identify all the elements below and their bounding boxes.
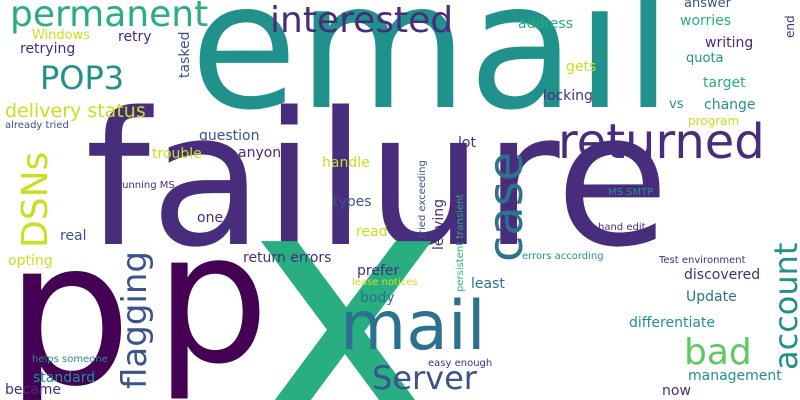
word-x: x xyxy=(245,112,447,400)
word-dsns: DSNs xyxy=(15,151,56,248)
word-end: end xyxy=(783,15,797,38)
word-errors-according: errors according xyxy=(522,251,604,262)
word-locking: locking xyxy=(543,88,593,104)
word-p-right: p xyxy=(155,195,270,400)
word-running-ms: running MS xyxy=(118,180,175,191)
word-discovered: discovered xyxy=(684,267,761,283)
word-pop3: POP3 xyxy=(40,59,125,97)
word-server: Server xyxy=(372,359,477,397)
word-p-left: p xyxy=(5,198,132,400)
word-change: change xyxy=(704,97,756,113)
word-already-tried: already tried xyxy=(5,120,69,131)
word-test-environment: Test environment xyxy=(659,255,746,266)
word-now: now xyxy=(662,383,691,399)
word-became: became xyxy=(5,382,62,398)
word-body: body xyxy=(360,290,395,306)
word-helps-someone: helps someone xyxy=(32,354,108,365)
word-easy-enough: easy enough xyxy=(428,358,493,369)
word-leaving: leaving xyxy=(431,198,447,250)
word-target: target xyxy=(703,75,746,91)
word-return-errors: return errors xyxy=(243,250,332,266)
word-update: Update xyxy=(686,289,737,305)
word-opting: opting xyxy=(8,253,53,269)
word-tasked: tasked xyxy=(177,31,193,78)
word-lease-notices: lease notices xyxy=(352,277,418,288)
word-question: question xyxy=(199,128,260,144)
word-handle: handle xyxy=(322,155,370,171)
word-gets: gets xyxy=(566,59,597,75)
word-read: read xyxy=(356,224,388,240)
word-returned: returned xyxy=(558,114,765,170)
word-differentiate: differentiate xyxy=(629,315,716,331)
word-writing: writing xyxy=(705,35,754,51)
word-lot: lot xyxy=(458,135,476,151)
word-windows: Windows xyxy=(32,28,91,43)
word-quota: quota xyxy=(686,51,724,66)
word-address: address xyxy=(518,16,574,32)
word-interested: interested xyxy=(270,0,454,41)
word-bad: bad xyxy=(684,332,752,373)
word-vs: vs xyxy=(669,97,684,112)
word-permanent: permanent xyxy=(10,0,209,35)
word-one: one xyxy=(197,210,224,226)
word-least: least xyxy=(471,276,505,292)
word-retry: retry xyxy=(118,29,152,45)
word-delivery-status: delivery status xyxy=(5,100,146,122)
word-retrying: retrying xyxy=(20,41,76,57)
word-management: management xyxy=(688,368,782,384)
word-prefer: prefer xyxy=(357,263,400,279)
word-failure: failure xyxy=(85,72,670,288)
word-persistent-transient: persistent transient xyxy=(455,193,466,292)
word-hand-edit: hand edit xyxy=(598,222,646,233)
word-flagging: flagging xyxy=(115,251,155,389)
word-standard: standard xyxy=(33,370,96,386)
word-case: case xyxy=(478,151,534,262)
word-real: real xyxy=(60,228,87,244)
word-mail: mail xyxy=(340,287,486,366)
word-email: email xyxy=(190,0,673,149)
word-types: types xyxy=(333,194,372,210)
word-tried-exceeding: tried exceeding xyxy=(417,160,428,238)
word-ms-smtp: MS SMTP xyxy=(608,187,654,198)
word-anyone: anyone xyxy=(238,145,290,161)
word-account: account xyxy=(767,242,800,370)
word-trouble: trouble xyxy=(152,146,202,162)
word-program: program xyxy=(688,114,740,128)
word-answer: answer xyxy=(684,0,731,11)
word-worries: worries xyxy=(680,13,732,29)
